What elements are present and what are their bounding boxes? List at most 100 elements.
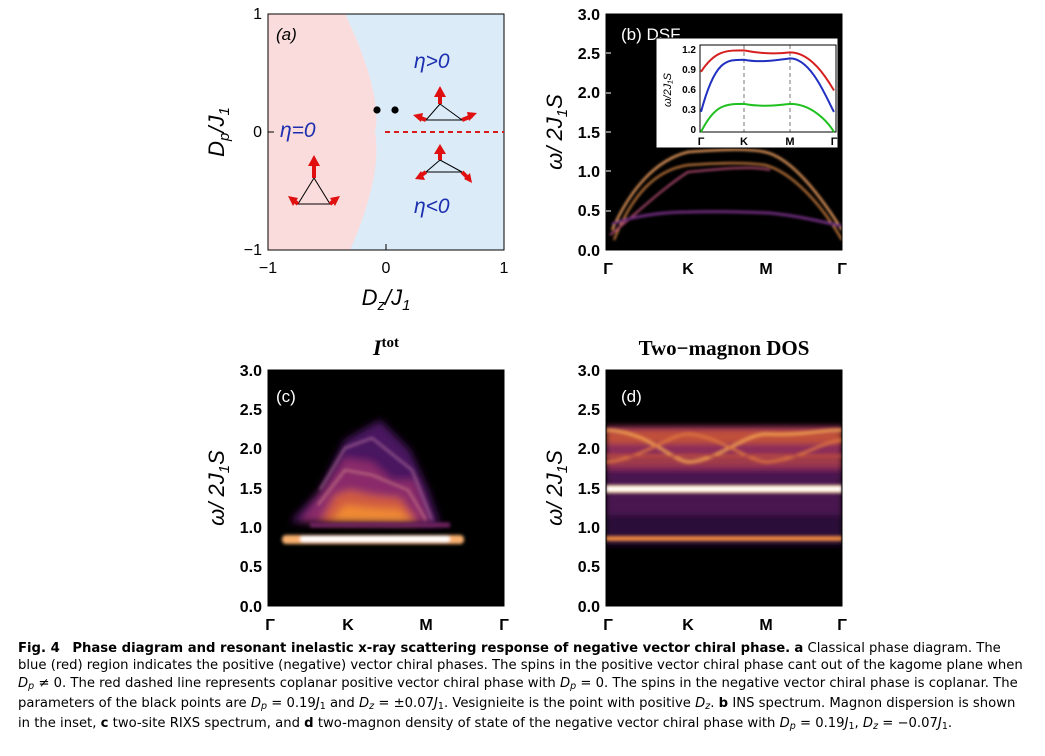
dsf-band-upper2	[613, 162, 842, 241]
caption-text: ≠ 0.	[34, 675, 67, 691]
spin-triangle-icon	[288, 155, 340, 206]
caption-text: INS spectrum. Magnon dispersion is shown…	[18, 695, 1016, 732]
negative-phase-region	[268, 14, 377, 250]
panel-c-ytick: 2.5	[240, 402, 262, 419]
panel-a-xtick: −1	[259, 260, 277, 277]
caption-text: The spins in the negative vector chiral …	[18, 675, 1018, 711]
panel-d-title: Two−magnon DOS	[639, 336, 810, 360]
panel-d-ytick: 0.0	[578, 599, 600, 616]
caption-text: two-magnon density of state of the negat…	[317, 716, 776, 732]
eta-negative-label: η<0	[414, 195, 450, 218]
caption-symbol: D	[358, 695, 370, 711]
panel-c-ytick: 1.0	[240, 520, 262, 537]
panel-b-xtick: K	[682, 261, 694, 278]
panel-c-ytick: 2.0	[240, 441, 262, 458]
panel-d-ytick: 0.5	[578, 559, 600, 576]
panel-c-title: Itot	[372, 335, 399, 360]
panel-a-phase-diagram: 1 0 −1 −1 0 1 Dz/J1 Dp/J1 (a) η=0 η>0 η<…	[204, 6, 509, 314]
panel-c-rixs: Itot 3.0 2.5 2.0 1.5 1.0 0.5 0.0 Γ K M Γ…	[204, 335, 509, 634]
caption-symbol: J	[315, 695, 320, 711]
inset-ytick: 0.6	[682, 85, 696, 96]
dsf-band-upper	[610, 148, 842, 231]
panel-b-xtick: Γ	[837, 261, 847, 278]
caption-symbol: D	[695, 695, 706, 711]
panel-c-ytick: 0.5	[240, 559, 262, 576]
inset-xtick: Γ	[831, 136, 838, 148]
inset-blue-band	[700, 57, 835, 113]
panel-d-xtick: Γ	[603, 617, 613, 634]
caption-symbol-sub: p	[28, 680, 35, 692]
panel-d-ytick: 3.0	[578, 363, 600, 380]
panel-d-ytick: 1.0	[578, 520, 600, 537]
panel-c-frame	[267, 369, 505, 607]
panel-a-ylabel: Dp/J1	[204, 107, 233, 157]
caption-fig-number: Fig. 4	[18, 641, 60, 656]
inset-xtick: K	[740, 136, 748, 148]
panel-d-xtick: K	[682, 617, 694, 634]
caption-text: = 0.19	[267, 695, 316, 711]
panel-a-ytick: 1	[253, 6, 262, 23]
caption-symbol-sub: 1	[319, 700, 326, 712]
panel-b-ytick: 2.0	[578, 85, 600, 102]
panel-b-ytick: 2.5	[578, 46, 600, 63]
caption-symbol-sub: p	[570, 680, 577, 692]
inset-red-band	[700, 49, 835, 92]
inset-green-band	[700, 102, 835, 133]
panel-d-label: (d)	[621, 387, 642, 406]
panel-a-xtick: 1	[500, 260, 509, 277]
spin-triangle-icon	[413, 86, 477, 122]
caption-a-text: Classical phase diagram. The blue (red) …	[18, 641, 1023, 674]
caption-part-c: c	[100, 716, 109, 732]
panel-c-xtick: Γ	[265, 617, 275, 634]
panel-d-ytick: 2.0	[578, 441, 600, 458]
caption-text: = ±0.07	[374, 695, 434, 711]
inset-ytick: 0.9	[682, 65, 696, 76]
panel-a-ytick: 0	[253, 124, 262, 141]
inset-xtick: Γ	[698, 136, 705, 148]
panel-b-chart: 3.0 2.5 2.0 1.5 1.0 0.5 0.0 Γ K M Γ ω/ 2…	[542, 7, 847, 278]
figure-caption: Fig. 4 Phase diagram and resonant inelas…	[18, 641, 1023, 733]
spin-triangle-icon	[415, 144, 472, 183]
inset-ytick: 1.2	[682, 45, 696, 56]
panel-b-inset: 1.2 0.9 0.6 0.3 0 Γ K M Γ ω/2J₁S	[655, 37, 839, 149]
dsf-band-lower	[611, 210, 842, 228]
panel-c-xtick: Γ	[499, 617, 509, 634]
caption-symbol: D	[18, 675, 29, 691]
caption-text: .	[710, 695, 715, 711]
caption-symbol-sub: z	[873, 721, 879, 733]
caption-symbol-sub: 1	[941, 721, 948, 733]
caption-text: = 0.19	[795, 716, 845, 732]
panel-c-xtick: K	[342, 617, 354, 634]
panel-c-xtick: M	[419, 617, 432, 634]
panel-b-ytick: 0.5	[578, 203, 600, 220]
caption-symbol-sub: z	[369, 700, 375, 712]
inset-ytick: 0	[690, 125, 696, 136]
caption-text: and	[329, 695, 355, 711]
caption-part-a: a	[794, 641, 804, 656]
caption-text: . Vesignieite is the point with positive	[443, 695, 691, 711]
caption-symbol-sub: z	[705, 700, 711, 712]
panel-c-ytick: 0.0	[240, 599, 262, 616]
caption-symbol-sub: p	[789, 721, 796, 733]
panel-a-label: (a)	[276, 25, 297, 44]
panel-a-xlabel: Dz/J1	[362, 285, 411, 314]
panel-d-ylabel: ω/ 2J1S	[542, 450, 571, 526]
panel-d-ytick: 2.5	[578, 402, 600, 419]
panel-b-xtick: M	[759, 261, 772, 278]
panel-b-ytick: 1.0	[578, 164, 600, 181]
panel-d-frame	[605, 369, 843, 607]
inset-xtick: M	[785, 136, 794, 148]
panel-a-ytick: −1	[244, 242, 262, 259]
panel-c-ytick: 3.0	[240, 363, 262, 380]
caption-part-d: d	[304, 716, 314, 732]
caption-title: Phase diagram and resonant inelastic x-r…	[72, 641, 791, 656]
caption-symbol: J	[844, 716, 849, 732]
panel-b-ytick: 1.5	[578, 125, 600, 142]
panel-d-xtick: M	[759, 617, 772, 634]
caption-symbol: D	[779, 716, 790, 732]
caption-text: = 0.	[576, 675, 609, 691]
inset-plot-area	[699, 44, 837, 133]
panel-b-xtick: Γ	[603, 261, 613, 278]
caption-symbol: D	[250, 695, 261, 711]
panel-d-xtick: Γ	[837, 617, 847, 634]
